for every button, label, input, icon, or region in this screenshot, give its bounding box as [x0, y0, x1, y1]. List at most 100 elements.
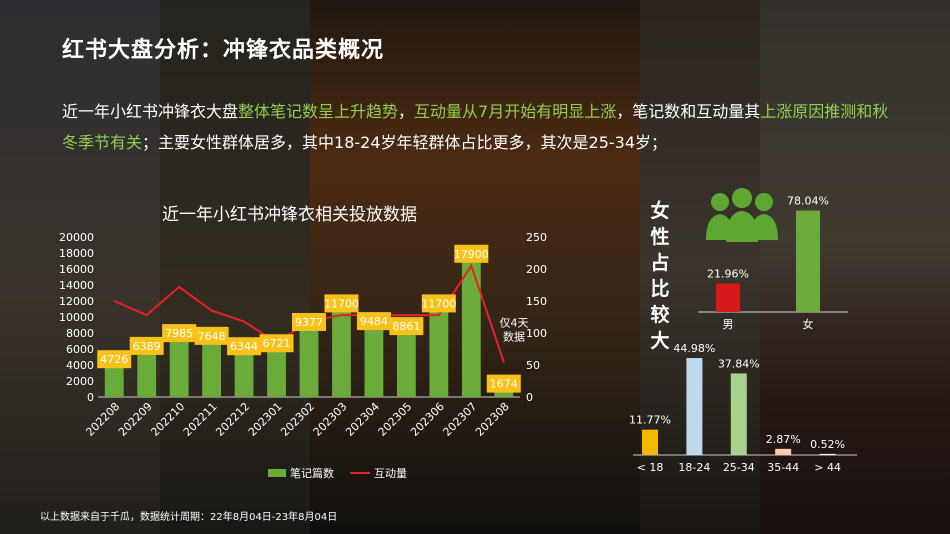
bar-notes	[364, 321, 384, 397]
gender-share-chart: 21.96% 男 78.04% 女	[698, 188, 848, 331]
bar-notes	[104, 359, 124, 397]
x-axis-tick: 202211	[181, 400, 220, 439]
gender-value-label: 21.96%	[707, 267, 749, 280]
bar-value-label-bg	[227, 337, 262, 356]
right-axis-tick: 250	[526, 231, 547, 244]
gender-bar	[716, 283, 740, 312]
main-chart-title: 近一年小红书冲锋衣相关投放数据	[162, 205, 417, 225]
bar-value-label-bg	[162, 324, 197, 343]
bar-value-label: 11700	[421, 297, 456, 310]
bar-value-label: 4726	[100, 353, 128, 366]
left-axis-tick: 20000	[59, 231, 94, 244]
gender-value-label: 78.04%	[787, 195, 829, 208]
bar-value-label: 7985	[165, 327, 193, 340]
bar-value-label-bg	[389, 317, 424, 336]
x-axis-tick: 202208	[83, 400, 122, 439]
age-value-label: 11.77%	[629, 414, 671, 427]
bar-value-label: 6721	[263, 337, 291, 350]
bar-value-label-bg	[324, 294, 359, 313]
female-majority-label: 女性占比较大	[650, 200, 670, 352]
notes-interaction-chart: 0200040006000800010000120001400016000180…	[59, 231, 547, 480]
bar-value-label: 6389	[133, 340, 161, 353]
line-point	[145, 314, 148, 316]
summary-highlight: 上涨原因推测和秋冬季节有关	[62, 102, 889, 152]
annotation-text: 数据	[503, 330, 525, 344]
left-axis-tick: 6000	[66, 343, 94, 356]
age-bar	[730, 373, 747, 455]
bar-value-label-bg	[129, 336, 164, 355]
age-category-label: > 44	[814, 461, 841, 474]
bar-notes	[267, 343, 286, 397]
x-axis-tick: 202212	[213, 400, 252, 439]
x-axis-tick: 202306	[408, 400, 447, 439]
people-icon-body	[726, 211, 758, 242]
bar-value-label: 8861	[392, 320, 420, 333]
bar-value-label-bg	[356, 312, 391, 331]
left-axis-tick: 18000	[59, 247, 94, 260]
bar-notes	[234, 346, 254, 397]
line-point	[210, 309, 213, 312]
left-axis-tick: 4000	[66, 359, 94, 372]
age-bar	[775, 448, 792, 455]
bar-notes	[299, 321, 319, 397]
line-point	[470, 265, 473, 267]
people-icon-head	[732, 188, 752, 208]
legend-label-notes: 笔记篇数	[290, 466, 334, 480]
left-axis-tick: 10000	[59, 311, 94, 324]
bar-notes	[396, 326, 416, 397]
age-value-label: 2.87%	[766, 433, 801, 446]
summary-highlight: 互动量从7月开始有明显上涨	[414, 102, 617, 121]
bar-notes	[429, 303, 449, 397]
bar-notes	[169, 333, 189, 397]
legend-label-interactions: 互动量	[374, 467, 407, 480]
summary-segment: ，笔记数和互动量其	[616, 102, 761, 121]
age-distribution-chart: 11.77% < 18 44.98% 18-24 37.84% 25-34 2.87% 35-…	[629, 342, 857, 474]
line-point	[438, 314, 440, 316]
left-axis-tick: 16000	[59, 263, 94, 276]
gender-bar	[796, 210, 820, 312]
bar-value-label-bg	[259, 334, 294, 353]
right-axis-tick: 200	[526, 263, 547, 276]
bar-value-label: 1674	[490, 378, 518, 391]
x-axis-tick: 202301	[246, 400, 285, 439]
gender-category-label: 男	[723, 318, 734, 331]
bar-notes	[137, 345, 157, 397]
x-axis-tick: 202303	[311, 400, 350, 439]
summary-segment: ；主要女性群体居多，其中18-24岁年轻群体占比更多，其次是25-34岁；	[142, 133, 668, 152]
annotation-text: 仅4天	[500, 317, 529, 330]
left-axis-tick: 14000	[59, 279, 94, 292]
right-axis-tick: 150	[526, 295, 547, 308]
age-category-label: < 18	[637, 461, 664, 474]
bar-value-label-bg	[486, 374, 521, 393]
left-axis-tick: 12000	[59, 295, 94, 308]
age-bar	[642, 429, 658, 455]
age-bar	[686, 358, 703, 455]
people-icon-body	[750, 214, 778, 240]
x-axis-tick: 202210	[148, 400, 187, 439]
line-point	[243, 320, 245, 323]
data-source-note: 以上数据来自于千瓜，数据统计周期：22年8月04日-23年8月04日	[40, 512, 338, 523]
right-axis-tick: 0	[526, 391, 533, 404]
right-axis-tick: 100	[526, 327, 547, 340]
age-category-label: 18-24	[678, 461, 710, 474]
bar-notes	[332, 303, 351, 397]
line-point	[340, 314, 343, 316]
age-value-label: 37.84%	[718, 357, 760, 370]
bar-value-label-bg	[97, 350, 132, 369]
people-icon	[706, 188, 778, 242]
line-point	[405, 314, 408, 316]
line-point	[178, 286, 180, 288]
bar-value-label-bg	[421, 294, 456, 313]
x-axis-tick: 202308	[473, 400, 512, 439]
age-bar	[819, 453, 836, 455]
people-icon-head	[755, 193, 773, 211]
summary-segment: 近一年小红书冲锋衣大盘	[62, 102, 239, 121]
age-category-label: 35-44	[767, 461, 799, 474]
line-point	[502, 361, 505, 363]
people-icon-head	[711, 193, 729, 211]
bar-value-label: 9484	[360, 315, 388, 328]
legend-swatch-notes	[268, 469, 286, 477]
age-value-label: 44.98%	[673, 342, 715, 355]
x-axis-tick: 202209	[116, 400, 155, 439]
bar-value-label: 11700	[324, 297, 359, 310]
